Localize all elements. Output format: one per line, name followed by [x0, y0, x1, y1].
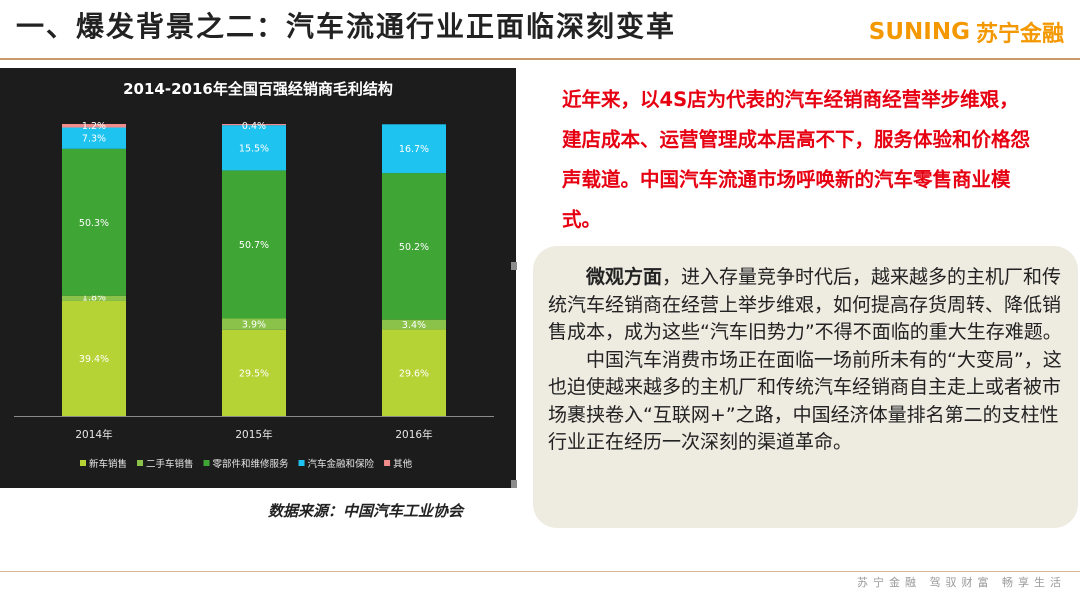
data-label: 3.4% — [402, 320, 426, 331]
highlight-text: 近年来，以4S店为代表的汽车经销商经营举步维艰，建店成本、运营管理成本居高不下，… — [562, 88, 1031, 231]
logo-text-en: SUNING — [868, 19, 970, 45]
data-label: 50.7% — [239, 240, 269, 251]
bar-segment — [62, 127, 126, 149]
bar-segment — [62, 148, 126, 296]
data-label: 50.2% — [399, 242, 429, 253]
resize-handle[interactable] — [511, 262, 517, 270]
legend-swatch — [80, 460, 86, 466]
legend-label: 二手车销售 — [146, 458, 194, 470]
data-label: 0.4% — [242, 121, 266, 132]
bar-segment — [62, 295, 126, 301]
data-label: 1.8% — [82, 293, 106, 304]
suning-logo: SUNING 苏宁金融 — [869, 12, 1064, 52]
data-label: 3.9% — [242, 320, 266, 331]
logo-text-cn: 苏宁金融 — [975, 22, 1064, 47]
data-label: 39.4% — [79, 354, 109, 365]
page-title: 一、爆发背景之二：汽车流通行业正面临深刻变革 — [16, 10, 677, 43]
data-label: 50.3% — [79, 218, 109, 229]
header-divider — [0, 58, 1080, 60]
legend-label: 其他 — [393, 458, 413, 470]
legend-swatch — [203, 460, 210, 466]
description-lead: 微观方面 — [586, 266, 663, 288]
bar-segment — [222, 124, 286, 126]
bar-segment — [382, 124, 446, 174]
chart-title: 2014-2016年全国百强经销商毛利结构 — [123, 80, 393, 98]
data-label: 29.6% — [399, 368, 429, 379]
bar-segment — [222, 329, 286, 416]
legend-label: 新车销售 — [89, 458, 127, 470]
description-paragraph: 微观方面，进入存量竞争时代后，越来越多的主机厂和传统汽车经销商在经营上举步维艰，… — [548, 264, 1070, 347]
chart-panel: 2014-2016年全国百强经销商毛利结构 39.4% 1.8% 50.3% 7.3% 1… — [0, 68, 516, 488]
legend-swatch — [298, 460, 305, 466]
resize-handle[interactable] — [511, 480, 517, 488]
description-body: ，进入存量竞争时代后，越来越多的主机厂和传统汽车经销商在经营上举步维艰，如何提高… — [548, 266, 1062, 343]
bar-segment — [62, 300, 126, 416]
data-label: 29.5% — [239, 368, 269, 379]
data-label: 7.3% — [82, 134, 106, 145]
data-label: 16.7% — [399, 144, 429, 155]
footer-slogan: 苏宁金融 驾驭财富 畅享生活 — [857, 576, 1066, 589]
x-tick-label: 2014年 — [75, 428, 112, 441]
bar-segment — [222, 318, 286, 330]
description-paragraph: 中国汽车消费市场正在面临一场前所未有的“大变局”，这也迫使越来越多的主机厂和传统… — [548, 348, 1062, 454]
bar-segment — [62, 124, 126, 128]
x-tick-label: 2015年 — [235, 428, 272, 441]
footer-divider — [0, 571, 1080, 572]
legend-label: 汽车金融和保险 — [308, 458, 375, 470]
bar-segment — [382, 173, 446, 320]
bar-segment — [382, 329, 446, 416]
data-label: 1.2% — [82, 121, 106, 132]
chart-source: 数据来源：中国汽车工业协会 — [268, 502, 464, 520]
legend-swatch — [137, 460, 144, 466]
bar-segment — [222, 125, 286, 171]
legend-label: 零部件和维修服务 — [213, 458, 290, 470]
data-label: 15.5% — [239, 143, 269, 154]
bar-segment — [382, 319, 446, 330]
legend-swatch — [384, 460, 391, 466]
description-text: 微观方面，进入存量竞争时代后，越来越多的主机厂和传统汽车经销商在经营上举步维艰，… — [548, 264, 1070, 457]
x-tick-label: 2016年 — [395, 428, 432, 441]
stacked-bar-chart: 2014-2016年全国百强经销商毛利结构 39.4% 1.8% 50.3% 7.3% 1… — [14, 80, 494, 470]
description-box — [533, 246, 1078, 528]
bar-segment — [222, 170, 286, 319]
